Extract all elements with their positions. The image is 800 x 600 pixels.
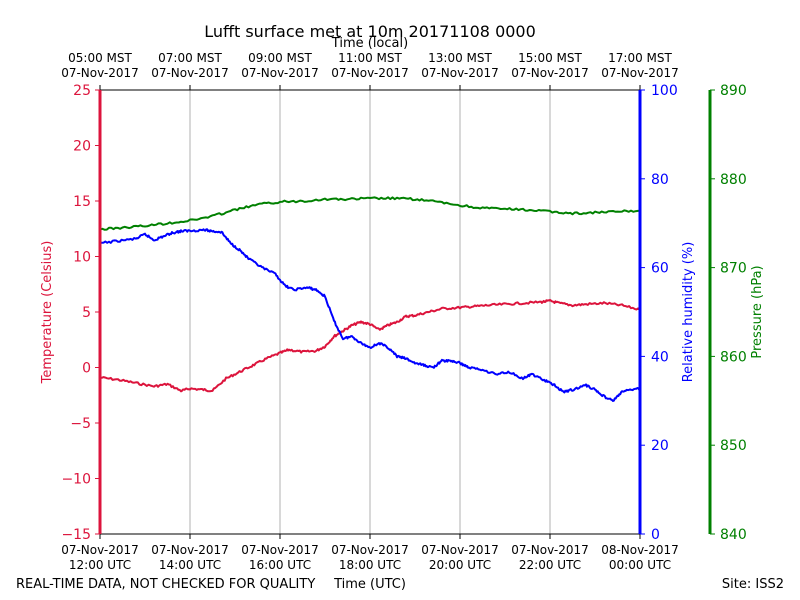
x-tick-utc-time: 14:00 UTC	[159, 558, 221, 572]
temperature-axis-label: Temperature (Celsius)	[40, 241, 55, 385]
temperature-tick-label: −10	[61, 472, 91, 488]
pressure-tick-label: 850	[720, 438, 747, 454]
x-tick-local-time: 09:00 MST	[248, 51, 312, 65]
x-tick-utc-time: 22:00 UTC	[519, 558, 581, 572]
x-tick-local-time: 05:00 MST	[68, 51, 132, 65]
x-tick-utc-time: 12:00 UTC	[69, 558, 131, 572]
pressure-tick-label: 890	[720, 83, 747, 99]
temperature-tick-label: −5	[70, 416, 91, 432]
x-tick-local-time: 11:00 MST	[338, 51, 402, 65]
footer-site: Site: ISS2	[722, 577, 784, 592]
pressure-axis-label: Pressure (hPa)	[750, 265, 765, 358]
humidity-tick-label: 0	[651, 527, 660, 543]
x-tick-utc-time: 20:00 UTC	[429, 558, 491, 572]
pressure-tick-label: 840	[720, 527, 747, 543]
x-tick-utc-time: 18:00 UTC	[339, 558, 401, 572]
x-tick-local-date: 07-Nov-2017	[601, 66, 679, 80]
x-tick-local-date: 07-Nov-2017	[511, 66, 589, 80]
pressure-tick-label: 870	[720, 261, 747, 277]
humidity-tick-label: 100	[651, 83, 678, 99]
x-tick-utc-date: 07-Nov-2017	[331, 543, 409, 557]
temperature-tick-label: 20	[73, 139, 91, 155]
pressure-tick-label: 880	[720, 172, 747, 188]
temperature-tick-label: 5	[82, 305, 91, 321]
pressure-tick-label: 860	[720, 349, 747, 365]
temperature-tick-label: 10	[73, 250, 91, 266]
x-tick-utc-date: 07-Nov-2017	[421, 543, 499, 557]
humidity-tick-label: 60	[651, 261, 669, 277]
x-tick-local-date: 07-Nov-2017	[151, 66, 229, 80]
temperature-tick-label: 15	[73, 194, 91, 210]
x-tick-local-date: 07-Nov-2017	[331, 66, 409, 80]
humidity-tick-label: 40	[651, 349, 669, 365]
x-tick-utc-time: 16:00 UTC	[249, 558, 311, 572]
x-tick-utc-date: 08-Nov-2017	[601, 543, 679, 557]
x-tick-local-time: 07:00 MST	[158, 51, 222, 65]
x-tick-local-date: 07-Nov-2017	[241, 66, 319, 80]
x-tick-local-time: 15:00 MST	[518, 51, 582, 65]
x-tick-utc-time: 00:00 UTC	[609, 558, 671, 572]
series-line-humidity	[99, 228, 641, 402]
temperature-tick-label: 25	[73, 83, 91, 99]
humidity-tick-label: 20	[651, 438, 669, 454]
x-tick-local-date: 07-Nov-2017	[421, 66, 499, 80]
humidity-tick-label: 80	[651, 172, 669, 188]
temperature-tick-label: 0	[82, 361, 91, 377]
temperature-tick-label: −15	[61, 527, 91, 543]
footer-quality-note: REAL-TIME DATA, NOT CHECKED FOR QUALITY	[16, 577, 315, 592]
x-tick-utc-date: 07-Nov-2017	[61, 543, 139, 557]
top-axis-label: Time (local)	[331, 36, 408, 51]
x-tick-local-time: 13:00 MST	[428, 51, 492, 65]
x-tick-utc-date: 07-Nov-2017	[241, 543, 319, 557]
humidity-axis-label: Relative humidity (%)	[681, 242, 696, 383]
x-tick-utc-date: 07-Nov-2017	[151, 543, 229, 557]
bottom-axis-label: Time (UTC)	[333, 577, 406, 592]
chart-title: Lufft surface met at 10m 20171108 0000	[204, 22, 536, 41]
x-tick-utc-date: 07-Nov-2017	[511, 543, 589, 557]
x-tick-local-date: 07-Nov-2017	[61, 66, 139, 80]
series-line-pressure	[99, 196, 641, 231]
x-tick-local-time: 17:00 MST	[608, 51, 672, 65]
series-line-temperature	[99, 298, 641, 393]
